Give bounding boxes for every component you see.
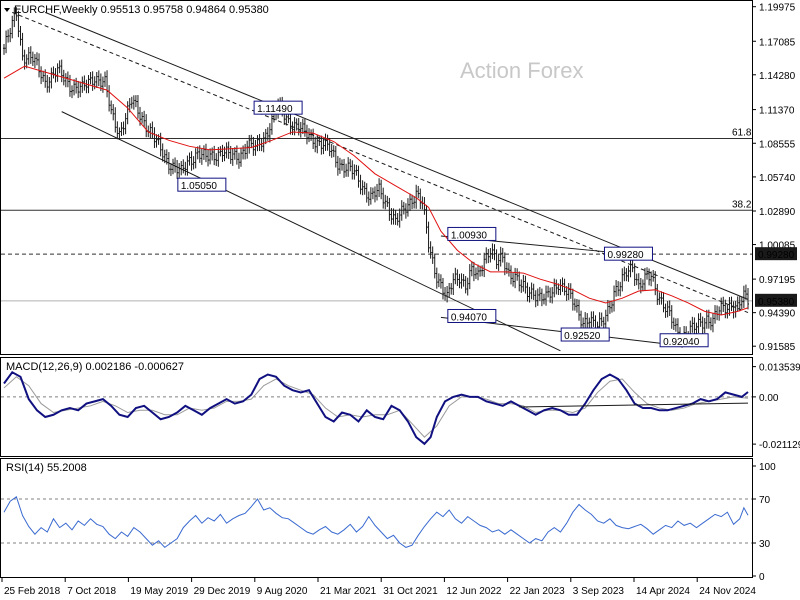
macd-panel-frame xyxy=(0,357,753,457)
rsi-tick-label: 70 xyxy=(759,495,771,506)
price-tick-label: 1.19975 xyxy=(759,3,796,14)
price-label-2: 1.00930 xyxy=(451,230,488,241)
symbol-header: EURCHF,Weekly 0.95513 0.95758 0.94864 0.… xyxy=(14,4,269,16)
time-tick-label: 3 Sep 2023 xyxy=(573,586,625,597)
candles xyxy=(3,7,749,348)
time-tick-label: 31 Oct 2021 xyxy=(383,586,438,597)
price-tick-label: 1.02890 xyxy=(759,207,796,218)
rsi-tick-label: 100 xyxy=(759,462,776,473)
level-label-0: 61.8 xyxy=(732,128,752,139)
price-label-0: 1.11490 xyxy=(257,104,293,115)
time-axis: 25 Feb 2018 7 Oct 2018 19 May 2019 29 Dec 2… xyxy=(1,578,756,597)
axis-price-box-1 xyxy=(755,293,797,307)
price-labels: 1.11490 1.05050 1.00930 0.99280 0.94070 0.925… xyxy=(177,100,709,348)
price-label-6: 0.92040 xyxy=(663,337,700,348)
time-tick-label: 22 Jan 2023 xyxy=(510,586,565,597)
price-tick-label: 1.17085 xyxy=(759,37,796,48)
price-tick-label: 1.11370 xyxy=(759,106,795,117)
time-tick-label: 14 Apr 2024 xyxy=(636,586,690,597)
time-tick-label: 12 Jun 2022 xyxy=(446,586,501,597)
axis-price-box-label-1: 0.95380 xyxy=(758,297,795,308)
watermark: Action Forex xyxy=(460,58,584,83)
price-tick-label: 0.94390 xyxy=(759,309,796,320)
macd-line xyxy=(3,371,749,446)
time-tick-label: 21 Mar 2021 xyxy=(320,586,377,597)
price-tick-label: 1.08555 xyxy=(759,139,796,150)
price-label-box-4 xyxy=(447,308,497,323)
macd-trendline xyxy=(519,402,749,408)
macd-tick-label: 0.013539 xyxy=(759,363,800,374)
price-label-box-1 xyxy=(177,177,227,192)
axis-price-box-0 xyxy=(755,247,797,261)
macd-signal-line xyxy=(3,376,749,438)
macd-plot: 0.013539 0.00 -0.021129 xyxy=(1,363,800,451)
price-tick-label: 1.14280 xyxy=(759,71,796,82)
price-tick-label: 0.91585 xyxy=(759,342,796,353)
price-label-4: 0.94070 xyxy=(451,312,488,323)
price-label-box-5 xyxy=(560,327,610,342)
rsi-header: RSI(14) 55.2008 xyxy=(6,462,87,474)
rsi-panel-frame xyxy=(0,458,753,578)
moving-average xyxy=(3,65,749,316)
header: EURCHF,Weekly 0.95513 0.95758 0.94864 0.… xyxy=(4,4,269,16)
time-tick-label: 9 Aug 2020 xyxy=(257,586,308,597)
macd-tick-label: 0.00 xyxy=(759,393,779,404)
price-label-3: 0.99280 xyxy=(607,250,644,261)
price-label-1: 1.05050 xyxy=(181,181,218,192)
macd-tick-label: -0.021129 xyxy=(759,440,800,451)
price-panel-frame xyxy=(0,0,753,355)
price-label-box-2 xyxy=(447,226,497,241)
price-tick-label: 1.00085 xyxy=(759,241,796,252)
collapse-triangle-icon[interactable] xyxy=(4,8,10,12)
price-label-box-0 xyxy=(253,100,303,115)
level-label-1: 38.2 xyxy=(732,199,752,210)
rsi-line xyxy=(3,495,749,549)
time-tick-label: 7 Oct 2018 xyxy=(67,586,116,597)
axis-price-box-label-0: 0.99280 xyxy=(758,250,795,261)
rsi-plot: 100 70 30 0 xyxy=(1,462,776,583)
rsi-tick-label: 30 xyxy=(759,539,771,550)
time-tick-label: 24 Nov 2024 xyxy=(699,586,756,597)
time-tick-label: 29 Dec 2019 xyxy=(194,586,251,597)
price-tick-label: 0.97195 xyxy=(759,275,796,286)
moving-average-line xyxy=(3,65,749,316)
time-tick-label: 19 May 2019 xyxy=(130,586,188,597)
time-tick-label: 25 Feb 2018 xyxy=(4,586,61,597)
price-tick-label: 1.05740 xyxy=(759,173,796,184)
price-label-box-3 xyxy=(603,246,653,261)
rsi-tick-label: 0 xyxy=(759,572,765,583)
macd-header: MACD(12,26,9) 0.002186 -0.000627 xyxy=(6,361,184,373)
price-label-5: 0.92520 xyxy=(564,331,601,342)
price-label-box-6 xyxy=(659,333,709,348)
price-axis: 1.19975 1.17085 1.14280 1.11370 1.08555 1.057… xyxy=(752,3,797,353)
